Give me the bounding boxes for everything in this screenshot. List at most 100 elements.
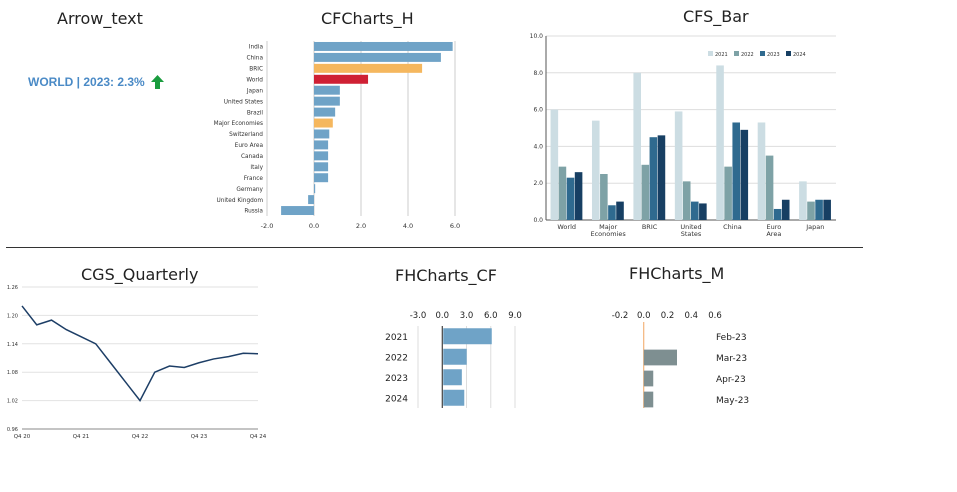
bar: [443, 369, 462, 386]
y-tick-label: 2.0: [533, 180, 543, 187]
bar: [314, 63, 423, 73]
bar: [314, 41, 453, 51]
fhcharts-m-title: FHCharts_M: [629, 264, 725, 283]
section-divider: [6, 247, 863, 248]
x-tick-label: 2.0: [356, 222, 366, 230]
category-label: May-23: [716, 396, 749, 406]
category-label: Euro Area: [235, 143, 264, 149]
y-tick-label: 4.0: [533, 143, 543, 150]
category-label: China: [723, 223, 742, 231]
bar: [807, 201, 815, 220]
y-tick-label: 1.02: [7, 399, 18, 405]
cgs-quarterly-chart: 0.96 1.02 1.08 1.14 1.20 1.26 Q4 20 Q4 21 Q4 22 Q…: [7, 285, 267, 440]
fhcharts-cf-title: FHCharts_CF: [395, 266, 497, 285]
legend-swatch: [786, 51, 791, 56]
category-label: World: [246, 77, 263, 83]
bar: [314, 140, 329, 150]
category-label: United: [680, 223, 701, 231]
bar: [799, 181, 807, 220]
cfcharts-h-title: CFCharts_H: [321, 9, 414, 28]
bar: [281, 206, 314, 216]
y-tick-label: 10.0: [530, 33, 544, 40]
category-label: Japan: [805, 223, 824, 231]
bar: [765, 155, 774, 220]
category-label: Feb-23: [716, 333, 747, 343]
bar: [314, 162, 329, 172]
cfs-bar-title: CFS_Bar: [683, 7, 749, 26]
category-label: BRIC: [642, 223, 658, 231]
category-label: Economies: [591, 230, 627, 238]
bar: [314, 118, 333, 128]
bar: [616, 201, 624, 220]
category-label: Italy: [250, 165, 263, 171]
bar: [691, 201, 699, 220]
y-tick-label: 1.08: [7, 370, 18, 376]
x-tick-label: 3.0: [460, 311, 474, 321]
category-label: India: [249, 45, 264, 51]
y-tick-label: 1.14: [7, 342, 18, 348]
category-label: 2024: [385, 394, 408, 404]
arrow-up-icon: [150, 75, 164, 89]
x-tick-label: 0.2: [661, 311, 675, 321]
x-tick-label: -0.2: [612, 311, 629, 321]
category-label: Euro: [766, 223, 781, 231]
bar: [314, 85, 340, 95]
bar: [641, 164, 650, 220]
bar: [716, 65, 724, 220]
bar: [643, 391, 654, 408]
x-tick-label: -2.0: [261, 222, 274, 230]
bar: [314, 96, 340, 106]
legend-label: 2021: [715, 52, 728, 58]
x-tick-label: 0.6: [708, 311, 722, 321]
category-label: United States: [224, 99, 263, 105]
bar: [566, 177, 575, 220]
bar: [633, 72, 641, 220]
x-tick-label: -3.0: [410, 311, 427, 321]
bar: [574, 172, 583, 220]
x-tick-label: 0.4: [684, 311, 698, 321]
category-label: States: [681, 230, 702, 238]
category-label: Japan: [246, 88, 263, 94]
x-tick-label: Q4 23: [191, 434, 208, 440]
x-tick-label: 0.0: [435, 311, 449, 321]
y-tick-label: 1.26: [7, 285, 18, 291]
world-growth-kpi: WORLD | 2023: 2.3%: [28, 75, 164, 89]
category-label: China: [246, 56, 263, 62]
bar: [682, 181, 691, 220]
bar: [443, 348, 467, 365]
bar: [740, 129, 749, 220]
x-tick-label: Q4 21: [73, 434, 90, 440]
category-label: Area: [766, 230, 781, 238]
category-label: BRIC: [249, 67, 263, 73]
x-tick-label: 6.0: [484, 311, 498, 321]
category-label: 2023: [385, 374, 408, 384]
y-tick-label: 6.0: [533, 107, 543, 114]
legend-label: 2022: [741, 52, 754, 58]
cgs-quarterly-title: CGS_Quarterly: [81, 265, 199, 284]
category-label: United Kingdom: [216, 198, 263, 204]
bar: [674, 111, 683, 220]
bar: [732, 122, 741, 220]
x-tick-label: Q4 22: [132, 434, 149, 440]
y-tick-label: 0.96: [7, 427, 18, 433]
fhcharts-cf-chart: -3.0 0.0 3.0 6.0 9.0 2021 2022 2023 2024: [385, 311, 522, 408]
bar: [823, 199, 831, 220]
bar: [724, 166, 732, 220]
y-tick-label: 8.0: [533, 70, 543, 77]
bar: [314, 74, 369, 84]
bar: [757, 122, 766, 220]
world-growth-text: WORLD | 2023: 2.3%: [28, 75, 145, 89]
bar: [443, 328, 492, 345]
bar: [308, 195, 314, 205]
y-tick-label: 1.20: [7, 313, 18, 319]
bar: [781, 199, 790, 220]
bar: [314, 52, 441, 62]
legend-label: 2023: [767, 52, 780, 58]
legend-label: 2024: [793, 52, 806, 58]
bar: [608, 205, 616, 220]
x-tick-label: 9.0: [508, 311, 522, 321]
x-tick-label: Q4 20: [14, 434, 31, 440]
bar: [443, 389, 465, 406]
x-tick-label: 0.0: [309, 222, 319, 230]
